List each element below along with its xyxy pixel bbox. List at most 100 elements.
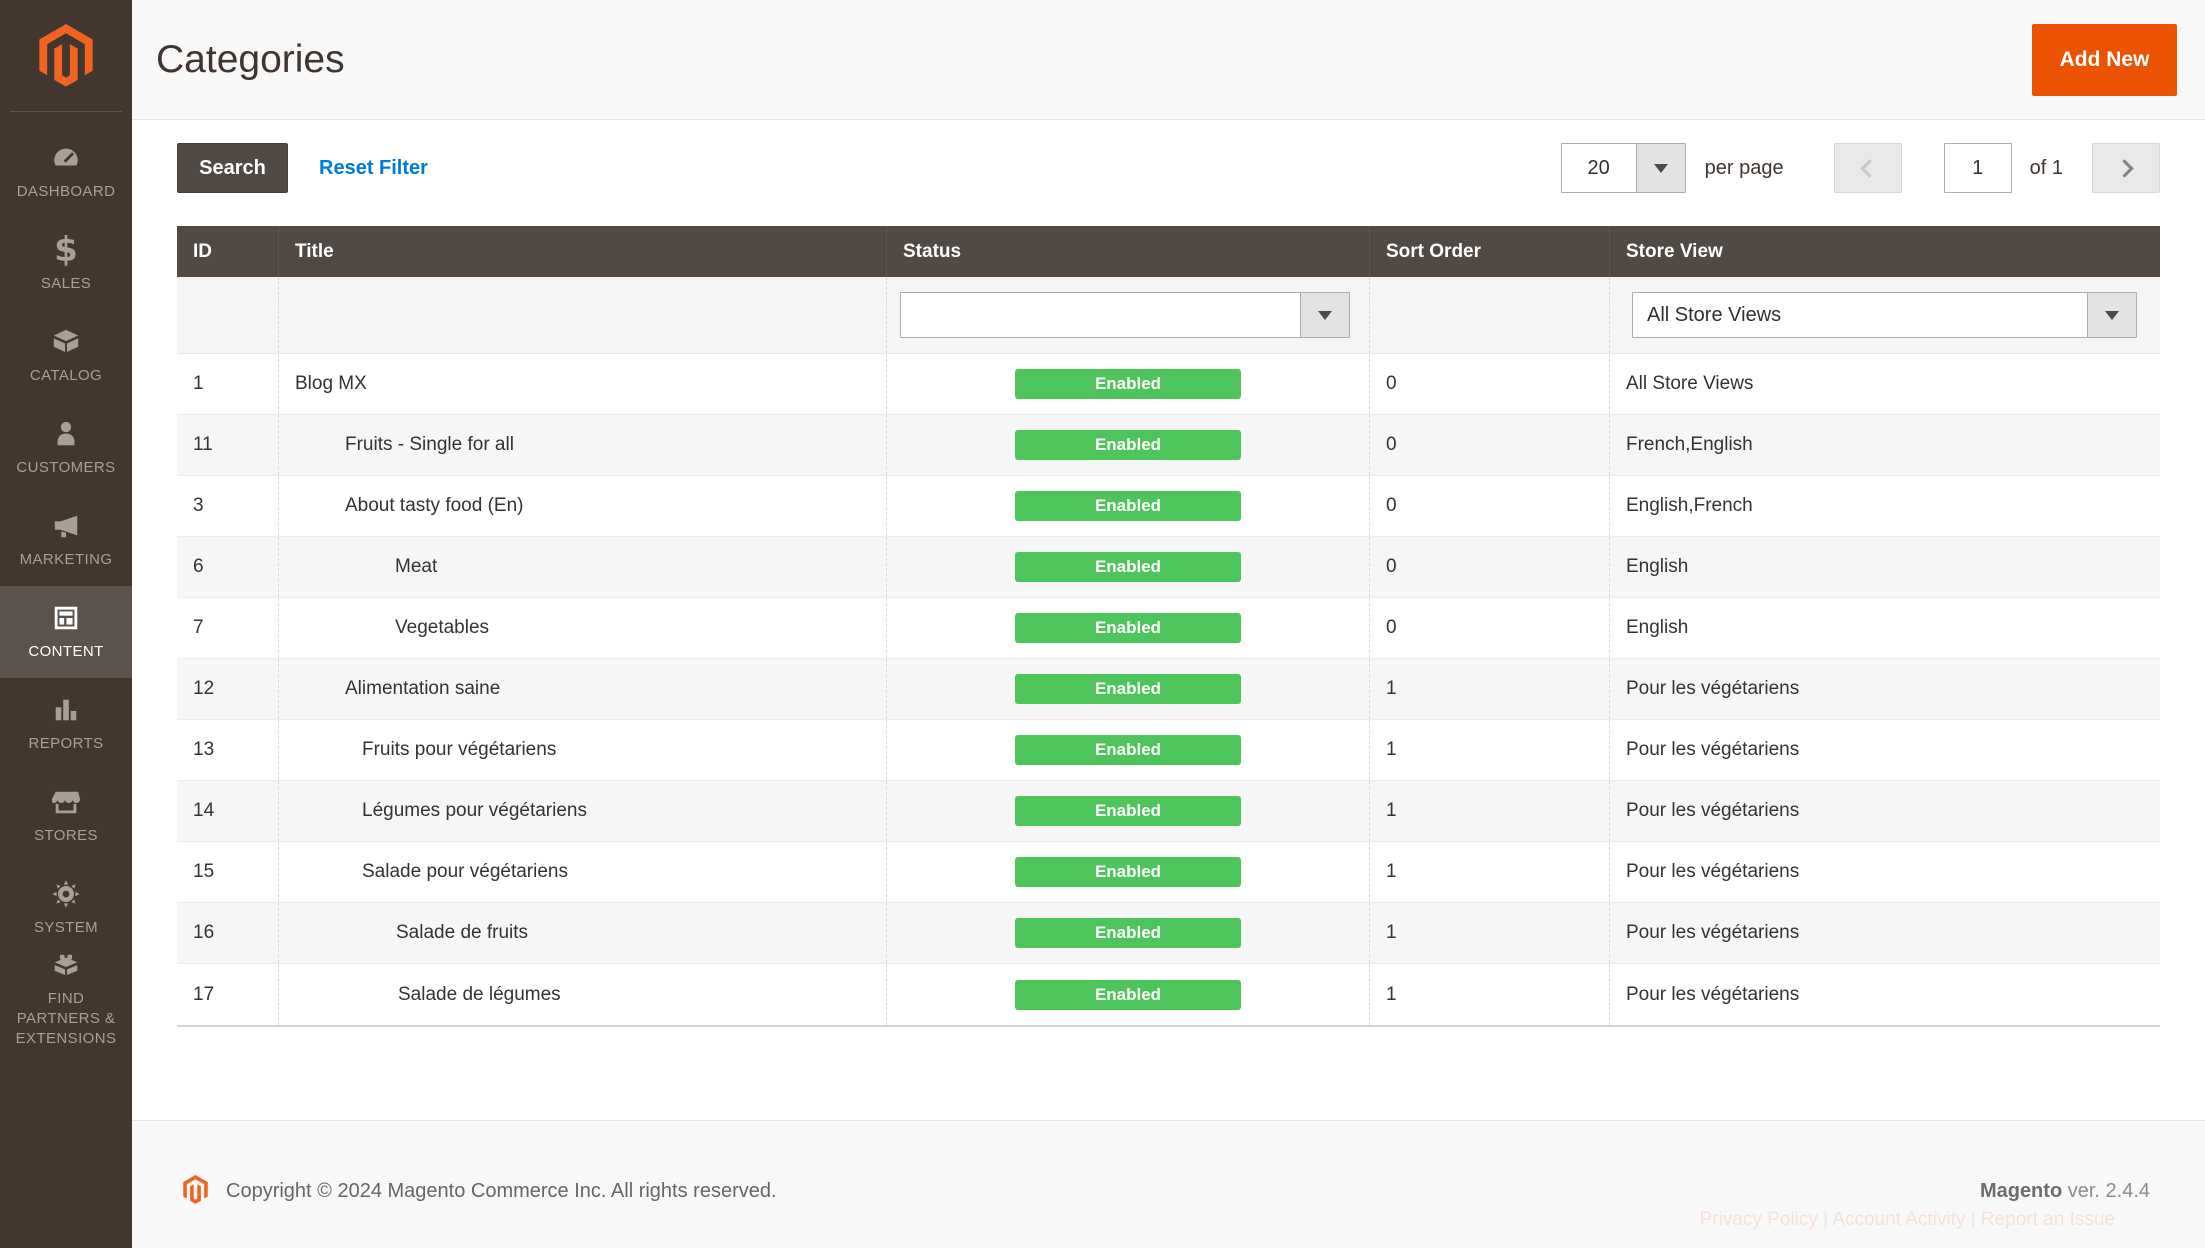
sidebar-item-catalog[interactable]: CATALOG: [0, 310, 132, 402]
filter-cell-id: [177, 277, 279, 353]
cell-title: Alimentation saine: [279, 659, 887, 719]
cell-sort-order: 1: [1370, 842, 1610, 902]
cell-id: 1: [177, 354, 279, 414]
cell-store-view: Pour les végétariens: [1626, 678, 1800, 699]
table-filter-row: All Store Views: [177, 277, 2160, 354]
status-badge: Enabled: [1015, 369, 1241, 399]
grid-toolbar: Search Reset Filter 20 per page of 1: [177, 143, 2160, 193]
cell-sort-order: 0: [1370, 476, 1610, 536]
table-row[interactable]: 1 Blog MX Enabled 0 All Store Views: [177, 354, 2160, 415]
status-badge: Enabled: [1015, 674, 1241, 704]
sidebar-item-marketing[interactable]: MARKETING: [0, 494, 132, 586]
store-view-filter-select[interactable]: All Store Views: [1632, 292, 2137, 338]
customers-icon: [49, 418, 83, 450]
table-row[interactable]: 7 Vegetables Enabled 0 English: [177, 598, 2160, 659]
column-header-title[interactable]: Title: [279, 226, 887, 277]
magento-footer-logo-icon: [183, 1174, 208, 1209]
cell-status: Enabled: [887, 964, 1370, 1025]
table-row[interactable]: 16 Salade de fruits Enabled 1 Pour les v…: [177, 903, 2160, 964]
admin-footer: Copyright © 2024 Magento Commerce Inc. A…: [132, 1120, 2205, 1248]
cell-store-view: Pour les végétariens: [1626, 739, 1800, 760]
sidebar-item-reports[interactable]: REPORTS: [0, 678, 132, 770]
cell-id: 15: [177, 842, 279, 902]
cell-store-view: English: [1626, 617, 1689, 638]
column-header-store-view[interactable]: Store View: [1626, 240, 1723, 262]
filter-cell-sort-order: [1370, 277, 1610, 353]
per-page-label: per page: [1704, 156, 1784, 179]
table-row[interactable]: 12 Alimentation saine Enabled 1 Pour les…: [177, 659, 2160, 720]
cell-status: Enabled: [887, 781, 1370, 841]
chevron-down-icon: [2087, 293, 2136, 337]
cell-status: Enabled: [887, 903, 1370, 963]
marketing-icon: [49, 510, 83, 542]
previous-page-button[interactable]: [1833, 143, 1902, 193]
table-row[interactable]: 15 Salade pour végétariens Enabled 1 Pou…: [177, 842, 2160, 903]
table-row[interactable]: 13 Fruits pour végétariens Enabled 1 Pou…: [177, 720, 2160, 781]
cell-status: Enabled: [887, 598, 1370, 658]
footer-link-privacy-policy[interactable]: Privacy Policy: [1699, 1209, 1818, 1230]
sidebar-item-dashboard[interactable]: DASHBOARD: [0, 126, 132, 218]
table-row[interactable]: 11 Fruits - Single for all Enabled 0 Fre…: [177, 415, 2160, 476]
cell-id: 7: [177, 598, 279, 658]
cell-store-view: English: [1626, 556, 1689, 577]
table-row[interactable]: 3 About tasty food (En) Enabled 0 Englis…: [177, 476, 2160, 537]
per-page-select[interactable]: 20: [1560, 143, 1686, 193]
chevron-left-icon: [1860, 158, 1879, 178]
next-page-button[interactable]: [2092, 143, 2160, 193]
column-header-id[interactable]: ID: [177, 226, 279, 277]
chevron-down-icon: [1635, 144, 1685, 192]
sidebar-item-content[interactable]: CONTENT: [0, 586, 132, 678]
cell-sort-order: 1: [1370, 781, 1610, 841]
cell-status: Enabled: [887, 354, 1370, 414]
cell-id: 14: [177, 781, 279, 841]
cell-title: Blog MX: [279, 354, 887, 414]
sidebar-item-find-partners-extensions[interactable]: FIND PARTNERS & EXTENSIONS: [0, 951, 132, 1047]
column-header-status[interactable]: Status: [887, 226, 1370, 277]
search-button[interactable]: Search: [177, 143, 288, 193]
cell-id: 16: [177, 903, 279, 963]
dashboard-icon: [49, 142, 83, 174]
status-filter-select[interactable]: [900, 292, 1350, 338]
cell-title: Fruits - Single for all: [279, 415, 887, 475]
table-row[interactable]: 17 Salade de légumes Enabled 1 Pour les …: [177, 964, 2160, 1025]
cell-title: About tasty food (En): [279, 476, 887, 536]
table-header-row: ID Title Status Sort Order Store View: [177, 226, 2160, 277]
footer-link-report-an-issue[interactable]: Report an Issue: [1980, 1209, 2115, 1230]
content-icon: [49, 602, 83, 634]
cell-status: Enabled: [887, 476, 1370, 536]
footer-link-account-activity[interactable]: Account Activity: [1832, 1209, 1966, 1230]
cell-title: Salade pour végétariens: [279, 842, 887, 902]
cell-status: Enabled: [887, 659, 1370, 719]
cell-sort-order: 1: [1370, 964, 1610, 1025]
cell-sort-order: 0: [1370, 598, 1610, 658]
cell-status: Enabled: [887, 842, 1370, 902]
sidebar-item-stores[interactable]: STORES: [0, 770, 132, 862]
cell-sort-order: 0: [1370, 537, 1610, 597]
table-row[interactable]: 14 Légumes pour végétariens Enabled 1 Po…: [177, 781, 2160, 842]
version-label: Magento ver. 2.4.4: [1979, 1180, 2150, 1202]
cell-sort-order: 1: [1370, 903, 1610, 963]
main-content: Categories Add New Search Reset Filter 2…: [132, 0, 2205, 1248]
reset-filter-link[interactable]: Reset Filter: [319, 156, 428, 179]
table-row[interactable]: 6 Meat Enabled 0 English: [177, 537, 2160, 598]
sidebar-item-system[interactable]: SYSTEM: [0, 862, 132, 954]
cell-store-view: All Store Views: [1626, 373, 1754, 394]
column-header-sort-order[interactable]: Sort Order: [1370, 226, 1610, 277]
status-badge: Enabled: [1015, 857, 1241, 887]
cell-id: 11: [177, 415, 279, 475]
status-badge: Enabled: [1015, 552, 1241, 582]
cell-title: Légumes pour végétariens: [279, 781, 887, 841]
sidebar-item-sales[interactable]: $ SALES: [40, 229, 92, 292]
cell-title: Salade de légumes: [279, 964, 887, 1025]
sidebar-item-customers[interactable]: CUSTOMERS: [0, 402, 132, 494]
categories-grid: ID Title Status Sort Order Store View All St…: [177, 226, 2160, 1027]
add-new-button[interactable]: Add New: [2032, 23, 2177, 96]
find-partners-icon: [49, 951, 83, 981]
status-badge: Enabled: [1015, 918, 1241, 948]
cell-status: Enabled: [887, 720, 1370, 780]
page-number-input[interactable]: [1943, 143, 2012, 193]
magento-logo-icon: [39, 24, 93, 87]
cell-store-view: Pour les végétariens: [1626, 983, 1800, 1005]
magento-logo[interactable]: [0, 0, 132, 111]
cell-store-view: Pour les végétariens: [1626, 800, 1800, 821]
